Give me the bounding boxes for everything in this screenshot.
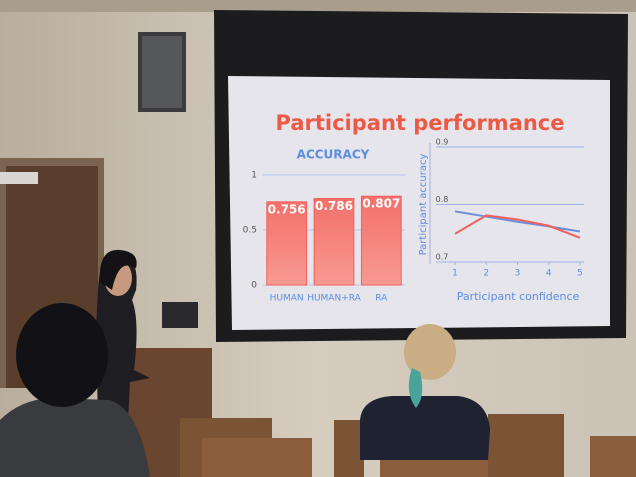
panel [162, 302, 198, 328]
chair [202, 438, 312, 477]
bar [313, 198, 355, 286]
y-tick-label: 0.5 [243, 226, 257, 236]
series-line [454, 214, 581, 239]
x-axis-label: Participant confidence [457, 290, 580, 303]
y-tick-label: 0 [251, 281, 257, 291]
value-label: 0.786 [315, 199, 353, 213]
x-tick-label: HUMAN+RA [307, 294, 361, 304]
ceiling [0, 0, 636, 12]
charts: ACCURACY00.510.756HUMAN0.786HUMAN+RA0.80… [243, 138, 584, 304]
slide-title: Participant performance [276, 111, 565, 135]
series-line [454, 210, 581, 233]
bar [266, 201, 308, 286]
audience-member [0, 398, 150, 477]
y-tick-label: 0.8 [436, 195, 449, 204]
x-tick-label: 4 [546, 269, 552, 279]
value-label: 0.807 [362, 197, 400, 211]
x-tick-label: HUMAN [270, 294, 304, 304]
x-tick-label: 1 [452, 269, 458, 279]
presenter-hair [99, 249, 137, 290]
audience-member [360, 396, 490, 460]
value-label: 0.756 [268, 202, 306, 216]
x-tick-label: 5 [577, 269, 583, 279]
chart-title: ACCURACY [297, 148, 370, 162]
presenter [96, 251, 150, 420]
speaker-grill [142, 36, 182, 108]
x-tick-label: 3 [515, 269, 521, 279]
y-tick-label: 0.9 [436, 138, 449, 147]
bar [360, 195, 402, 286]
y-tick-label: 0.7 [436, 253, 449, 262]
audience-hair-tip [408, 368, 423, 408]
chair [590, 436, 636, 477]
sign [0, 172, 38, 184]
audience-head [16, 303, 108, 407]
y-axis-label: Participant accuracy [418, 154, 429, 256]
x-tick-label: 2 [483, 269, 489, 279]
y-tick-label: 1 [251, 171, 257, 181]
chair [334, 420, 364, 477]
chair [488, 414, 564, 477]
audience-hair [404, 324, 456, 380]
x-tick-label: RA [375, 294, 388, 304]
